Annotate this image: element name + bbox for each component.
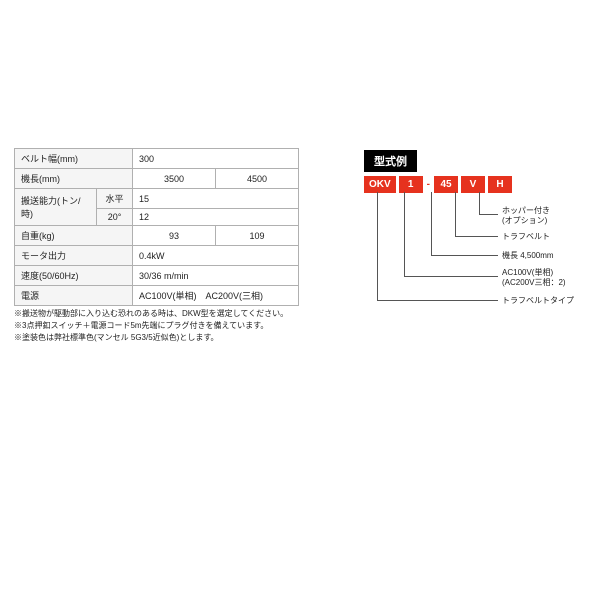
spec-sublabel: 水平 (97, 189, 133, 209)
note-line: ※搬送物が駆動部に入り込む恐れのある時は、DKW型を選定してください。 (14, 308, 288, 320)
model-codes: OKV 1 - 45 V H (364, 176, 512, 193)
spec-value: 12 (133, 209, 299, 226)
code-box: OKV (364, 176, 396, 193)
spec-value: 30/36 m/min (133, 266, 299, 286)
spec-label: モータ出力 (15, 246, 133, 266)
diagram-vline (377, 192, 378, 300)
model-diagram: ホッパー付き(オプション) トラフベルト機長 4,500mm AC100V(単相)(… (364, 192, 584, 322)
spec-label: 自重(kg) (15, 226, 133, 246)
diagram-hline (479, 214, 498, 215)
spec-value: 4500 (216, 169, 299, 189)
diagram-vline (404, 192, 405, 276)
spec-label: 電源 (15, 286, 133, 306)
spec-value: AC100V(単相) AC200V(三相) (133, 286, 299, 306)
spec-value: 109 (216, 226, 299, 246)
spec-label: ベルト幅(mm) (15, 149, 133, 169)
diagram-vline (455, 192, 456, 236)
diagram-vline (479, 192, 480, 214)
diagram-hline (431, 255, 498, 256)
code-dash: - (426, 176, 431, 193)
notes-block: ※搬送物が駆動部に入り込む恐れのある時は、DKW型を選定してください。 ※3点押… (14, 308, 288, 344)
diagram-hline (377, 300, 498, 301)
spec-table: ベルト幅(mm) 300 機長(mm) 3500 4500 搬送能力(トン/時)… (14, 148, 299, 306)
spec-sublabel: 20° (97, 209, 133, 226)
note-line: ※3点押釦スイッチ＋電源コード5m先端にプラグ付きを備えています。 (14, 320, 288, 332)
diagram-hline (404, 276, 498, 277)
diagram-label: 機長 4,500mm (502, 251, 554, 261)
diagram-hline (455, 236, 498, 237)
spec-value: 0.4kW (133, 246, 299, 266)
spec-label: 機長(mm) (15, 169, 133, 189)
note-line: ※塗装色は弊社標準色(マンセル 5G3/5近似色)とします。 (14, 332, 288, 344)
spec-value: 93 (133, 226, 216, 246)
spec-label: 速度(50/60Hz) (15, 266, 133, 286)
spec-value: 15 (133, 189, 299, 209)
diagram-label: AC100V(単相)(AC200V三相：2) (502, 268, 566, 287)
diagram-vline (431, 192, 432, 255)
spec-value: 300 (133, 149, 299, 169)
diagram-label: トラフベルトタイプ (502, 296, 574, 306)
code-box: 45 (434, 176, 458, 193)
code-box: H (488, 176, 512, 193)
diagram-label: ホッパー付き(オプション) (502, 206, 550, 225)
model-title: 型式例 (364, 150, 417, 172)
spec-value: 3500 (133, 169, 216, 189)
code-box: 1 (399, 176, 423, 193)
spec-label: 搬送能力(トン/時) (15, 189, 97, 226)
code-box: V (461, 176, 485, 193)
diagram-label: トラフベルト (502, 232, 550, 242)
